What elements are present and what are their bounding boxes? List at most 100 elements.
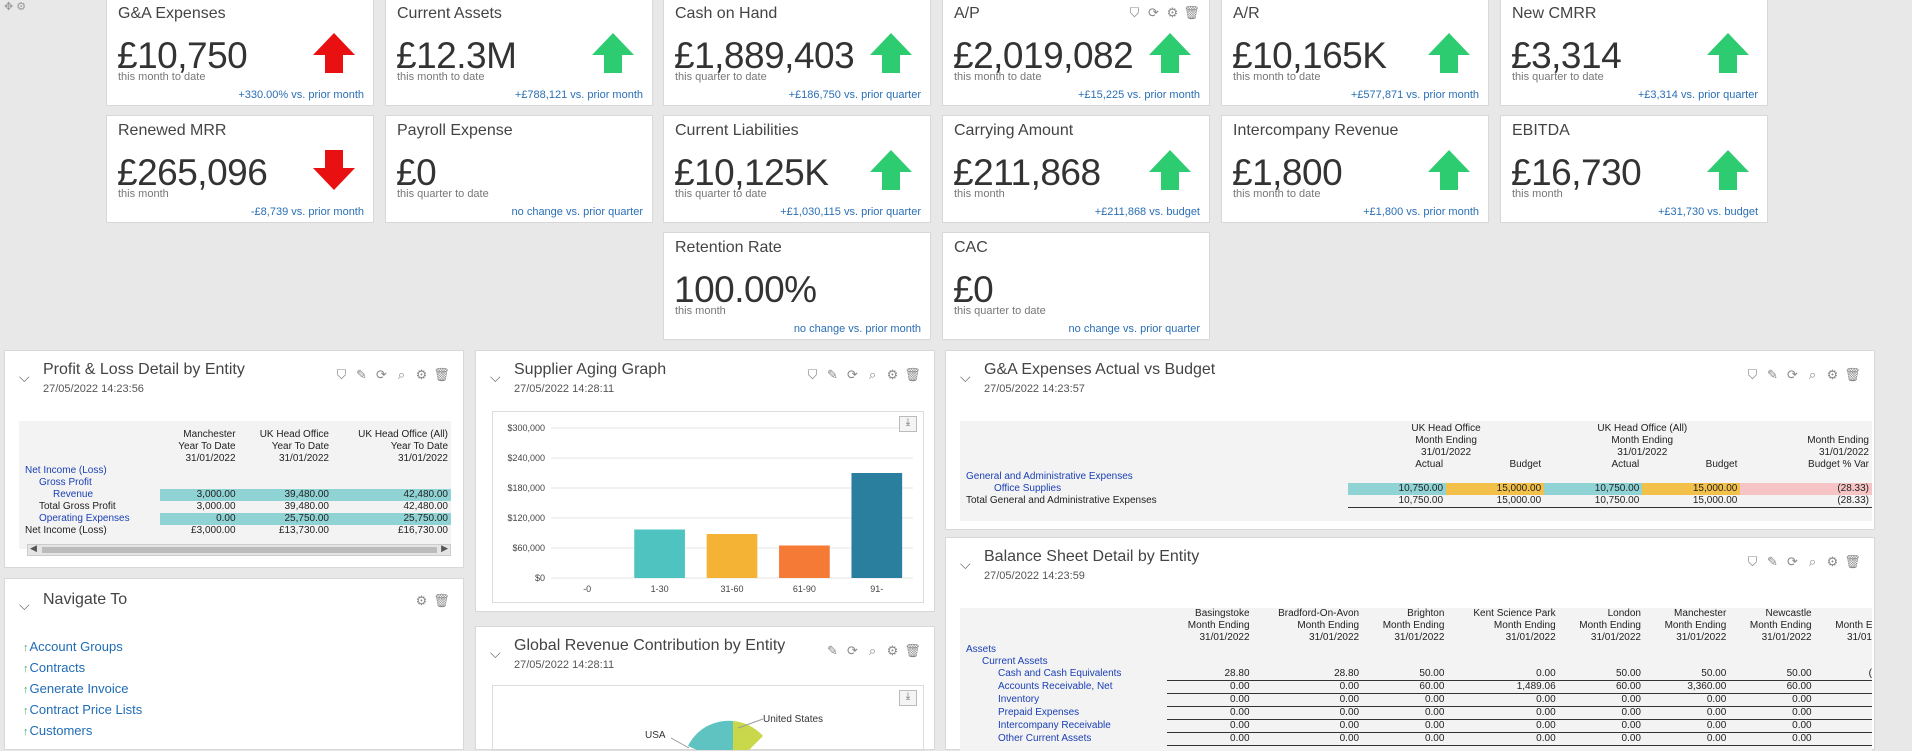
kpi-card[interactable]: EBITDA £16,730 this month +£31,730 vs. b…	[1500, 115, 1768, 223]
kpi-card[interactable]: Retention Rate 100.00% this month no cha…	[663, 232, 931, 340]
bar[interactable]	[634, 529, 685, 579]
move-icon[interactable]: ✥	[4, 1, 14, 13]
row-label[interactable]: Current Assets	[982, 656, 1048, 667]
kpi-card[interactable]: Current Liabilities £10,125K this quarte…	[663, 115, 931, 223]
chevron-down-icon[interactable]: ⌵	[960, 556, 971, 572]
gear-icon[interactable]: ⚙	[415, 592, 428, 608]
edit-icon[interactable]: ✎	[1767, 366, 1778, 382]
kpi-card[interactable]: A/R £10,165K this month to date +£577,87…	[1221, 0, 1489, 106]
refresh-icon[interactable]: ⟳	[1787, 366, 1798, 382]
filter-icon[interactable]: ⛉	[336, 366, 347, 382]
refresh-icon[interactable]: ⟳	[376, 366, 387, 382]
horizontal-scrollbar[interactable]: ◀ ▶	[27, 543, 451, 556]
search-icon[interactable]: ⌕	[397, 366, 406, 382]
filter-icon[interactable]: ⛉	[807, 366, 818, 382]
download-icon[interactable]: ⤓	[899, 416, 917, 432]
row-label[interactable]: Other Current Assets	[998, 733, 1092, 744]
row-label[interactable]: Cash and Cash Equivalents	[998, 668, 1122, 680]
nav-link[interactable]: Contract Price Lists	[23, 702, 143, 717]
row-label[interactable]: Prepaid Expenses	[998, 707, 1080, 718]
gear-icon[interactable]: ⚙	[1166, 4, 1179, 20]
chevron-down-icon[interactable]: ⌵	[19, 369, 30, 385]
filter-icon[interactable]: ⛉	[1747, 366, 1758, 382]
refresh-icon[interactable]: ⟳	[1787, 553, 1798, 569]
trash-icon[interactable]: 🗑	[433, 592, 450, 608]
row-label[interactable]: Operating Expenses	[39, 513, 130, 524]
cell: 0.00	[1167, 732, 1253, 746]
gear-icon[interactable]: ⚙	[886, 366, 899, 382]
row-label[interactable]: Total Gross Profit	[39, 501, 116, 512]
gear-icon[interactable]: ⚙	[1826, 553, 1839, 569]
kpi-card[interactable]: CAC £0 this quarter to date no change vs…	[942, 232, 1210, 340]
refresh-icon[interactable]: ⟳	[847, 366, 858, 382]
cell: 0.00	[1362, 706, 1448, 720]
trash-icon[interactable]: 🗑	[904, 366, 921, 382]
y-tick-label: $0	[535, 573, 545, 583]
panel-tools: ⛉ ✎ ⟳ ⌕ ⚙ 🗑	[805, 366, 921, 382]
kpi-period: this month	[118, 188, 169, 200]
chevron-down-icon[interactable]: ⌵	[490, 369, 501, 385]
kpi-card[interactable]: A/P £2,019,082 this month to date +£15,2…	[942, 0, 1210, 106]
trash-icon[interactable]: 🗑	[1183, 4, 1200, 20]
edit-icon[interactable]: ✎	[356, 366, 367, 382]
trash-icon[interactable]: 🗑	[433, 366, 450, 382]
search-icon[interactable]: ⌕	[868, 366, 877, 382]
kpi-card[interactable]: Carrying Amount £211,868 this month +£21…	[942, 115, 1210, 223]
cell	[1740, 471, 1872, 483]
row-label[interactable]: Total General and Administrative Expense…	[966, 495, 1157, 507]
nav-link[interactable]: Customers	[23, 723, 142, 738]
gear-icon[interactable]: ⚙	[415, 366, 428, 382]
edit-icon[interactable]: ✎	[827, 642, 838, 658]
search-icon[interactable]: ⌕	[868, 642, 877, 658]
filter-icon[interactable]: ⛉	[1129, 4, 1140, 20]
column-header: UK Head Office (All)	[1597, 423, 1688, 434]
nav-link[interactable]: Account Groups	[23, 639, 142, 654]
filter-icon[interactable]: ⛉	[1747, 553, 1758, 569]
search-icon[interactable]: ⌕	[1808, 366, 1817, 382]
row-label[interactable]: Gross Profit	[39, 477, 92, 488]
kpi-card[interactable]: Current Assets £12.3M this month to date…	[385, 0, 653, 106]
row-label[interactable]: Net Income (Loss)	[25, 525, 107, 536]
row-label[interactable]: Assets	[966, 644, 997, 655]
row-label[interactable]: Net Income (Loss)	[25, 465, 107, 476]
gear-icon[interactable]: ⚙	[16, 1, 27, 13]
kpi-card[interactable]: Intercompany Revenue £1,800 this month t…	[1221, 115, 1489, 223]
row-label[interactable]: Intercompany Receivable	[998, 720, 1111, 731]
download-icon[interactable]: ⤓	[899, 690, 917, 706]
row-label[interactable]: Accounts Receivable, Net	[998, 681, 1113, 692]
trash-icon[interactable]: 🗑	[1844, 553, 1861, 569]
cell: 0.00	[1643, 706, 1730, 720]
nav-link[interactable]: Contracts	[23, 660, 142, 675]
kpi-card[interactable]: New CMRR £3,314 this quarter to date +£3…	[1500, 0, 1768, 106]
row-label[interactable]: General and Administrative Expenses	[966, 471, 1133, 482]
kpi-card[interactable]: G&A Expenses £10,750 this month to date …	[106, 0, 374, 106]
search-icon[interactable]: ⌕	[1808, 553, 1817, 569]
kpi-card[interactable]: Renewed MRR £265,096 this month -£8,739 …	[106, 115, 374, 223]
panel-title: Balance Sheet Detail by Entity	[984, 548, 1200, 565]
bar[interactable]	[851, 473, 903, 578]
chevron-down-icon[interactable]: ⌵	[490, 645, 501, 661]
trash-icon[interactable]: 🗑	[904, 642, 921, 658]
kpi-card[interactable]: Cash on Hand £1,889,403 this quarter to …	[663, 0, 931, 106]
cell	[1644, 656, 1729, 668]
edit-icon[interactable]: ✎	[1767, 553, 1778, 569]
kpi-title: Current Liabilities	[675, 122, 799, 139]
bar[interactable]	[706, 534, 758, 578]
bar[interactable]	[779, 545, 830, 579]
trash-icon[interactable]: 🗑	[1844, 366, 1861, 382]
nav-link[interactable]: Generate Invoice	[23, 681, 142, 696]
column-header: Year To Date	[390, 441, 448, 452]
gear-icon[interactable]: ⚙	[886, 642, 899, 658]
kpi-card[interactable]: Payroll Expense £0 this quarter to date …	[385, 115, 653, 223]
chevron-down-icon[interactable]: ⌵	[960, 369, 971, 385]
gear-icon[interactable]: ⚙	[1826, 366, 1839, 382]
column-header: Budget % Var	[1808, 459, 1869, 470]
row-label[interactable]: Office Supplies	[994, 483, 1062, 494]
refresh-icon[interactable]: ⟳	[1148, 4, 1159, 20]
refresh-icon[interactable]: ⟳	[847, 642, 858, 658]
row-label[interactable]: Inventory	[998, 694, 1040, 705]
row-label[interactable]: Revenue	[53, 489, 94, 500]
edit-icon[interactable]: ✎	[827, 366, 838, 382]
chevron-down-icon[interactable]: ⌵	[19, 597, 30, 613]
